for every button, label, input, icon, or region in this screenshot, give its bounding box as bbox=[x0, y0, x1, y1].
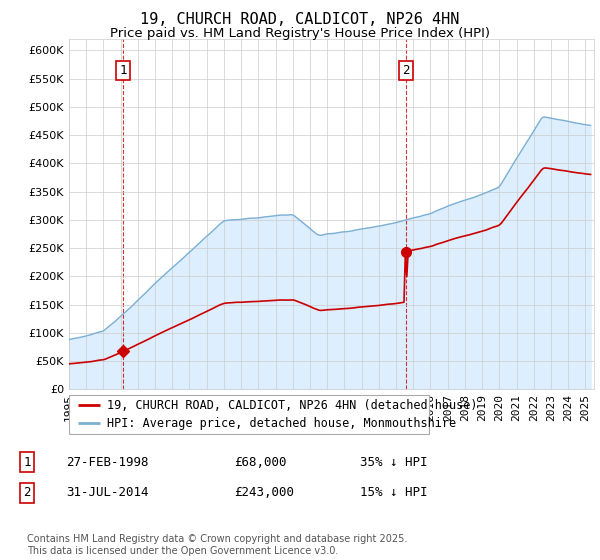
Text: 2: 2 bbox=[23, 486, 31, 500]
FancyBboxPatch shape bbox=[69, 395, 429, 434]
Text: 1: 1 bbox=[23, 455, 31, 469]
Text: Price paid vs. HM Land Registry's House Price Index (HPI): Price paid vs. HM Land Registry's House … bbox=[110, 27, 490, 40]
Text: 27-FEB-1998: 27-FEB-1998 bbox=[66, 455, 149, 469]
Text: Contains HM Land Registry data © Crown copyright and database right 2025.
This d: Contains HM Land Registry data © Crown c… bbox=[27, 534, 407, 556]
Text: 35% ↓ HPI: 35% ↓ HPI bbox=[360, 455, 427, 469]
Text: 2: 2 bbox=[402, 64, 410, 77]
Text: 15% ↓ HPI: 15% ↓ HPI bbox=[360, 486, 427, 500]
Text: 31-JUL-2014: 31-JUL-2014 bbox=[66, 486, 149, 500]
Text: HPI: Average price, detached house, Monmouthshire: HPI: Average price, detached house, Monm… bbox=[107, 417, 456, 430]
Text: £68,000: £68,000 bbox=[234, 455, 287, 469]
Text: 19, CHURCH ROAD, CALDICOT, NP26 4HN (detached house): 19, CHURCH ROAD, CALDICOT, NP26 4HN (det… bbox=[107, 399, 478, 412]
Text: 1: 1 bbox=[119, 64, 127, 77]
Text: £243,000: £243,000 bbox=[234, 486, 294, 500]
Text: 19, CHURCH ROAD, CALDICOT, NP26 4HN: 19, CHURCH ROAD, CALDICOT, NP26 4HN bbox=[140, 12, 460, 27]
